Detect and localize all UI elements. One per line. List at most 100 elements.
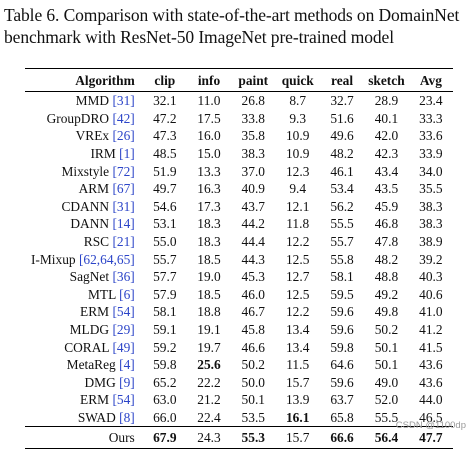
value-cell-sketch: 43.5 (374, 181, 399, 197)
value-cell-sketch: 47.8 (374, 234, 399, 250)
column-header-info: info (197, 72, 221, 88)
citation-link[interactable]: [9] (119, 374, 135, 390)
table-row: SagNet [36] 57.7 19.0 45.3 12.7 58.1 48.8 40.3 (25, 268, 453, 286)
algorithm-name: VREx (75, 128, 110, 144)
value-cell-sketch: 55.5 (374, 409, 399, 425)
algorithm-name: GroupDRO (46, 110, 110, 126)
value-cell-paint: 44.4 (241, 234, 265, 250)
table-row: ARM [67] 49.7 16.3 40.9 9.4 53.4 43.5 35.5 (25, 180, 453, 198)
value-cell-info: 25.6 (197, 357, 221, 373)
value-cell-avg: 40.6 (419, 286, 443, 302)
value-cell-real: 59.5 (330, 286, 354, 302)
value-cell-avg: 33.6 (419, 128, 443, 144)
value-cell-quick: 12.1 (285, 198, 310, 214)
table-row: Mixstyle [72] 51.9 13.3 37.0 12.3 46.1 43.4 34.… (25, 162, 453, 180)
citation-link[interactable]: [21] (112, 234, 135, 250)
table-row: CDANN [31] 54.6 17.3 43.7 12.1 56.2 45.9 38.3 (25, 198, 453, 216)
algorithm-name-cell: DANN [14] (25, 215, 143, 233)
value-cell-avg: 38.3 (419, 216, 443, 232)
value-cell-paint: 53.5 (241, 409, 265, 425)
value-cell-info: 18.3 (197, 234, 221, 250)
table-row: GroupDRO [42] 47.2 17.5 33.8 9.3 51.6 40.1 33.3 (25, 110, 453, 128)
value-cell-info: 18.8 (197, 304, 221, 320)
value-cell-info: 18.5 (197, 286, 221, 302)
column-header-quick: quick (281, 72, 314, 88)
citation-link[interactable]: [8] (119, 409, 135, 425)
citation-link[interactable]: [36] (112, 269, 135, 285)
value-cell-sketch: 45.9 (374, 198, 399, 214)
table-row: IRM [1] 48.5 15.0 38.3 10.9 48.2 42.3 33.9 (25, 145, 453, 163)
value-cell-info: 22.2 (197, 374, 221, 390)
value-cell-clip: 59.1 (153, 322, 177, 338)
value-cell-quick: 13.4 (285, 339, 310, 355)
citation-link[interactable]: [54] (112, 392, 135, 408)
value-cell-paint: 45.3 (241, 269, 265, 285)
value-cell-paint: 46.7 (241, 304, 265, 320)
citation-link[interactable]: [14] (112, 216, 135, 232)
value-cell-quick: 12.5 (285, 251, 310, 267)
value-cell-paint: 55.3 (241, 430, 265, 446)
value-cell-avg: 41.0 (419, 304, 443, 320)
value-cell-avg: 46.5 (419, 409, 443, 425)
value-cell-quick: 13.9 (285, 392, 310, 408)
value-cell-clip: 57.7 (153, 269, 177, 285)
algorithm-name-cell: MMD [31] (25, 92, 143, 110)
value-cell-clip: 59.8 (153, 357, 177, 373)
citation-link[interactable]: [54] (112, 304, 135, 320)
citation-link[interactable]: [31] (112, 93, 135, 109)
value-cell-clip: 66.0 (153, 409, 177, 425)
value-cell-paint: 46.0 (241, 286, 265, 302)
table-row: SWAD [8] 66.0 22.4 53.5 16.1 65.8 55.5 46.5 (25, 409, 453, 427)
citation-link[interactable]: [6] (119, 286, 135, 302)
value-cell-clip: 67.9 (153, 430, 177, 446)
value-cell-avg: 40.3 (419, 269, 443, 285)
value-cell-paint: 44.2 (241, 216, 265, 232)
citation-link[interactable]: [1] (119, 146, 135, 162)
value-cell-info: 16.0 (197, 128, 221, 144)
table-row: MetaReg [4] 59.8 25.6 50.2 11.5 64.6 50.1 43.6 (25, 356, 453, 374)
citation-link[interactable]: [26] (112, 128, 135, 144)
table-row: DMG [9] 65.2 22.2 50.0 15.7 59.6 49.0 43.6 (25, 374, 453, 392)
citation-link[interactable]: [49] (112, 339, 135, 355)
algorithm-name-cell: MTL [6] (25, 286, 143, 304)
algorithm-name: Ours (108, 430, 135, 446)
value-cell-quick: 13.4 (285, 322, 310, 338)
value-cell-info: 17.3 (197, 198, 221, 214)
column-header-paint: paint (238, 72, 269, 88)
citation-link[interactable]: [62,64,65] (78, 251, 135, 267)
value-cell-paint: 50.1 (241, 392, 265, 408)
value-cell-real: 58.1 (330, 269, 354, 285)
table-row: I-Mixup [62,64,65] 55.7 18.5 44.3 12.5 55.8 48… (25, 250, 453, 268)
algorithm-name: DANN (70, 216, 110, 232)
algorithm-name-cell: ERM [54] (25, 303, 143, 321)
value-cell-sketch: 49.8 (374, 304, 399, 320)
value-cell-paint: 37.0 (241, 163, 265, 179)
algorithm-name-cell: IRM [1] (25, 145, 143, 163)
citation-link[interactable]: [31] (112, 198, 135, 214)
table-row: RSC [21] 55.0 18.3 44.4 12.2 55.7 47.8 38.9 (25, 233, 453, 251)
value-cell-sketch: 52.0 (374, 392, 399, 408)
value-cell-sketch: 50.2 (374, 322, 399, 338)
algorithm-name: MetaReg (66, 357, 116, 373)
value-cell-quick: 11.5 (286, 357, 310, 373)
value-cell-sketch: 40.1 (374, 110, 399, 126)
table-row: MLDG [29] 59.1 19.1 45.8 13.4 59.6 50.2 41.2 (25, 321, 453, 339)
value-cell-avg: 33.3 (419, 110, 443, 126)
value-cell-quick: 8.7 (289, 93, 307, 109)
algorithm-name: MLDG (69, 322, 110, 338)
citation-link[interactable]: [42] (112, 110, 135, 126)
value-cell-clip: 55.0 (153, 234, 177, 250)
value-cell-info: 19.0 (197, 269, 221, 285)
citation-link[interactable]: [67] (112, 181, 135, 197)
algorithm-name: ARM (78, 181, 110, 197)
value-cell-quick: 12.7 (285, 269, 310, 285)
algorithm-name: ERM (80, 304, 110, 320)
citation-link[interactable]: [4] (119, 357, 135, 373)
algorithm-name: CDANN (61, 198, 110, 214)
citation-link[interactable]: [72] (112, 163, 135, 179)
value-cell-real: 46.1 (330, 163, 354, 179)
algorithm-name-cell: ARM [67] (25, 180, 143, 198)
value-cell-avg: 35.5 (419, 181, 443, 197)
citation-link[interactable]: [29] (112, 322, 135, 338)
table-header-row: Algorithm clip info paint quick real sketch Avg (25, 68, 453, 92)
